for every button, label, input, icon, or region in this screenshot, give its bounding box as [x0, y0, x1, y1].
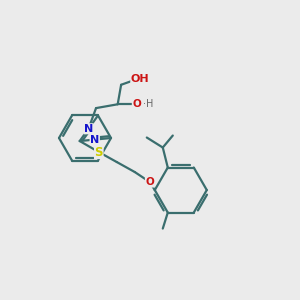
Text: O: O [146, 177, 154, 187]
Text: ·H: ·H [143, 99, 153, 109]
Text: N: N [90, 135, 99, 145]
Text: O: O [132, 99, 141, 109]
Text: N: N [84, 124, 93, 134]
Text: OH: OH [131, 74, 149, 84]
Text: S: S [94, 146, 103, 158]
